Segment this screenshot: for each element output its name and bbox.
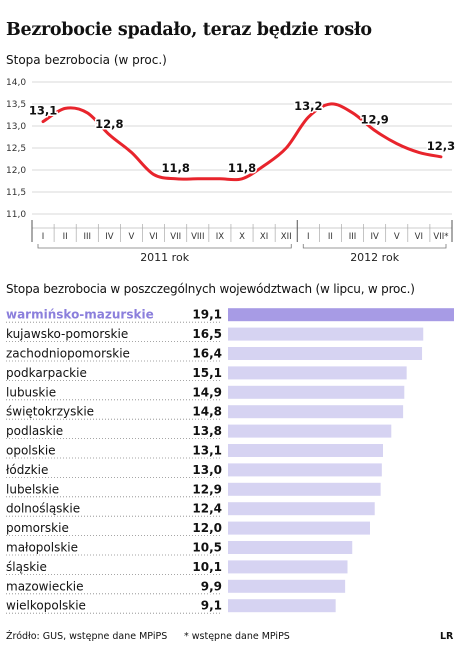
category-label: mazowieckie [6, 579, 83, 593]
unemployment-line-chart: 14,013,513,012,512,011,511,0I II III IV V VI V… [6, 78, 457, 264]
year-label: 2012 rok [350, 251, 400, 264]
value-label: 10,5 [192, 541, 222, 555]
x-tick-label: VI [149, 232, 157, 242]
category-label: pomorskie [6, 521, 69, 535]
category-label: łódzkie [6, 463, 48, 477]
x-tick-label: VII* [433, 232, 448, 242]
x-tick-label: IV [105, 232, 114, 242]
year-bracket [37, 244, 292, 249]
bar [228, 560, 348, 574]
value-label: 15,1 [192, 366, 222, 380]
category-label: małopolskie [6, 541, 78, 555]
x-tick-label: IV [370, 232, 379, 242]
year-bracket [302, 244, 447, 249]
data-label: 11,8 [228, 161, 256, 175]
x-tick-label: II [63, 232, 68, 242]
x-tick-label: XI [260, 232, 268, 242]
bar [228, 385, 405, 399]
bar [228, 444, 384, 457]
bar [228, 541, 353, 554]
author-initials: LR [440, 631, 454, 642]
bar [228, 366, 407, 380]
category-label: podlaskie [6, 424, 63, 438]
category-label: śląskie [6, 560, 47, 574]
category-label: dolnośląskie [6, 502, 80, 516]
value-label: 13,8 [192, 424, 222, 438]
bar [228, 347, 423, 360]
value-label: 16,5 [192, 327, 222, 341]
y-tick-label: 12,0 [6, 166, 26, 176]
footnote: * wstępne dane MPiPS [184, 631, 290, 642]
value-label: 13,0 [192, 463, 222, 477]
data-label: 12,8 [95, 117, 123, 131]
category-label: kujawsko-pomorskie [6, 327, 128, 341]
voivodeship-bar-chart: warmińsko-mazurskie 19,1 kujawsko-pomorski… [6, 306, 454, 614]
bar [228, 482, 381, 496]
data-label: 13,1 [29, 104, 57, 118]
x-tick-label: V [394, 232, 400, 242]
x-tick-label: I [42, 232, 45, 242]
value-label: 19,1 [192, 308, 222, 322]
data-label: 13,2 [294, 99, 322, 113]
y-tick-label: 13,5 [6, 100, 26, 110]
source-note: Źródło: GUS, wstępne dane MPiPS [6, 631, 168, 642]
x-tick-label: I [307, 232, 310, 242]
bar [228, 308, 454, 322]
value-label: 16,4 [192, 347, 222, 361]
x-tick-label: XII [281, 232, 292, 242]
line-chart-subtitle: Stopa bezrobocia (w proc.) [6, 53, 167, 67]
bar [228, 424, 392, 438]
x-tick-label: III [83, 232, 91, 242]
value-label: 13,1 [192, 444, 222, 458]
y-tick-label: 13,0 [6, 122, 26, 132]
bar [228, 599, 336, 613]
category-label: świętokrzyskie [6, 405, 94, 419]
value-label: 10,1 [192, 560, 222, 574]
year-label: 2011 rok [140, 251, 190, 264]
bar [228, 405, 404, 419]
bar [228, 463, 382, 477]
x-tick-label: II [328, 232, 333, 242]
x-tick-label: VIII [191, 232, 204, 242]
value-label: 9,9 [201, 579, 222, 593]
category-label: podkarpackie [6, 366, 87, 380]
x-tick-label: IX [216, 232, 225, 242]
value-label: 12,4 [192, 502, 222, 516]
bar-chart-subtitle: Stopa bezrobocia w poszczególnych wojewó… [6, 282, 415, 296]
category-label: wielkopolskie [6, 599, 86, 613]
value-label: 12,0 [192, 521, 222, 535]
category-label: opolskie [6, 444, 56, 458]
chart-title: Bezrobocie spadało, teraz będzie rosło [6, 20, 372, 40]
x-tick-label: III [349, 232, 357, 242]
value-label: 9,1 [201, 599, 222, 613]
y-tick-label: 11,5 [6, 188, 26, 198]
x-tick-label: V [129, 232, 135, 242]
bar [228, 521, 370, 535]
y-tick-label: 12,5 [6, 144, 26, 154]
category-label: lubelskie [6, 482, 59, 496]
category-label: warmińsko-mazurskie [6, 308, 154, 322]
category-label: zachodniopomorskie [6, 347, 130, 361]
x-tick-label: VII [170, 232, 181, 242]
data-label: 12,9 [360, 112, 388, 126]
data-label: 12,3 [427, 139, 455, 153]
x-tick-label: X [239, 232, 245, 242]
y-tick-label: 11,0 [6, 210, 26, 220]
series-line [41, 102, 443, 182]
category-label: lubuskie [6, 385, 56, 399]
data-label: 11,8 [161, 161, 189, 175]
value-label: 14,9 [192, 385, 222, 399]
bar [228, 502, 375, 516]
bar [228, 327, 424, 341]
value-label: 12,9 [192, 482, 222, 496]
value-label: 14,8 [192, 405, 222, 419]
x-tick-label: VI [415, 232, 423, 242]
y-tick-label: 14,0 [6, 78, 26, 88]
bar [228, 579, 346, 593]
